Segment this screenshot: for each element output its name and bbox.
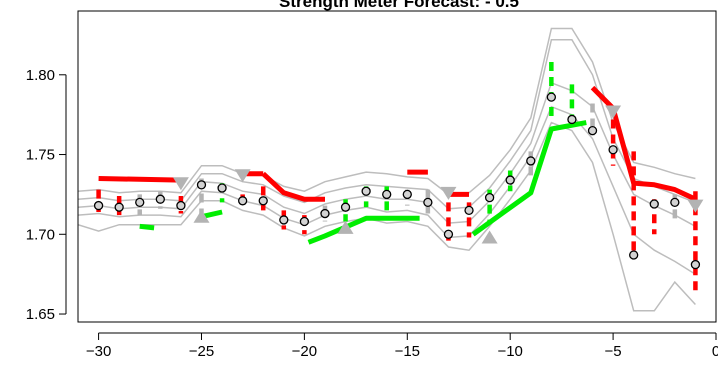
data-point-23 <box>546 92 557 102</box>
data-point-16 <box>402 189 412 200</box>
band-line-5 <box>78 121 696 312</box>
data-point-6 <box>196 180 207 190</box>
triangle-up-marker-1 <box>193 209 210 223</box>
data-point-21 <box>505 175 515 185</box>
x-tick-label-1: −30 <box>86 343 111 360</box>
data-point-10 <box>279 215 289 225</box>
band-line-4 <box>78 105 696 275</box>
data-point-26 <box>608 145 618 155</box>
data-point-1 <box>93 200 104 211</box>
data-point-24 <box>567 114 577 125</box>
y-tick-label-2: 1.70 <box>26 226 55 243</box>
green-thick-segment-7 <box>139 223 155 231</box>
data-point-30 <box>690 259 701 270</box>
data-point-13 <box>340 202 351 212</box>
thick-segments-group <box>98 85 697 245</box>
data-point-20 <box>484 192 495 203</box>
band-line-1 <box>78 27 696 196</box>
data-point-14 <box>361 186 371 196</box>
data-point-18 <box>443 229 454 239</box>
data-point-9 <box>258 196 268 206</box>
triangle-up-marker-2 <box>337 220 354 234</box>
triangle-down-marker-2 <box>234 169 251 183</box>
red-thick-segment-1 <box>98 176 181 183</box>
y-tick-label-4: 1.80 <box>26 67 55 84</box>
data-point-28 <box>649 199 659 209</box>
data-point-2 <box>114 202 124 212</box>
data-point-8 <box>237 196 248 206</box>
data-point-27 <box>629 250 639 260</box>
x-tick-label-3: −20 <box>292 343 317 360</box>
y-tick-label-3: 1.75 <box>26 147 55 164</box>
data-point-29 <box>670 197 680 208</box>
x-tick-label-6: −5 <box>605 343 622 360</box>
chart-title: Strength Meter Forecast: - 0.5 <box>279 0 519 11</box>
triangle-down-marker-1 <box>172 177 189 191</box>
triangle-down-marker-3 <box>440 186 457 200</box>
red-thick-segment-3 <box>261 171 325 202</box>
points-group <box>93 92 701 270</box>
green-thick-segment-10 <box>471 120 587 237</box>
data-point-3 <box>135 197 145 208</box>
data-point-19 <box>464 205 474 216</box>
red-thick-segment-6 <box>590 85 697 202</box>
x-tick-label-4: −15 <box>395 343 420 360</box>
triangle-up-marker-3 <box>481 230 498 244</box>
x-tick-label-2: −25 <box>189 343 214 360</box>
x-tick-label-7: 0 <box>712 343 718 360</box>
band-line-2 <box>78 38 696 210</box>
data-point-12 <box>320 208 330 219</box>
plot-frame <box>77 10 717 323</box>
data-point-4 <box>155 194 165 204</box>
data-point-11 <box>299 216 310 227</box>
markers-group <box>172 105 704 244</box>
data-point-7 <box>217 183 227 193</box>
axes-group: −30 −25 −20 −15 −10 −5 0 1.65 1.70 1.75 1.80 <box>26 67 718 360</box>
bands-group <box>78 27 696 312</box>
triangle-down-marker-5 <box>687 199 704 213</box>
y-tick-label-1: 1.65 <box>26 306 55 323</box>
data-point-5 <box>176 200 186 211</box>
data-point-25 <box>587 125 598 136</box>
data-point-22 <box>526 156 536 166</box>
data-point-17 <box>423 197 433 208</box>
x-tick-label-5: −10 <box>497 343 522 360</box>
data-point-15 <box>382 189 392 200</box>
triangle-down-marker-4 <box>605 105 622 119</box>
